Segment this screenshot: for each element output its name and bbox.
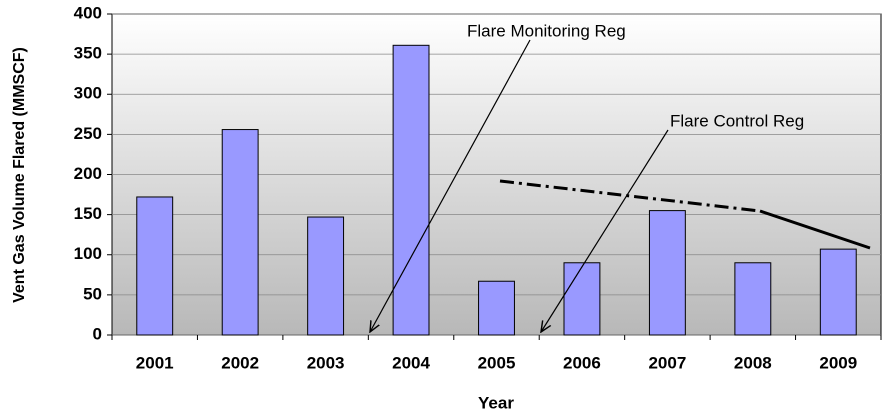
x-tick-label: 2007 [648, 353, 686, 372]
x-tick-label: 2004 [392, 353, 430, 372]
trend-line [499, 179, 761, 213]
annotation-arrow [541, 129, 669, 332]
x-tick-label: 2005 [478, 353, 516, 372]
x-tick-label: 2002 [221, 353, 259, 372]
bar [392, 44, 430, 336]
bar [819, 248, 857, 336]
annotation: Flare Control Reg [670, 111, 804, 130]
x-axis-label: Year [478, 393, 514, 412]
annotation: Flare Monitoring Reg [467, 21, 626, 40]
bar [478, 280, 515, 336]
y-tick-label: 100 [74, 244, 102, 263]
y-tick-label: 50 [83, 284, 102, 303]
y-axis-label: Vent Gas Volume Flared (MMSCF) [11, 47, 28, 303]
x-tick-label: 2006 [563, 353, 601, 372]
y-tick-label: 150 [74, 204, 102, 223]
x-tick-label: 2003 [307, 353, 345, 372]
x-tick-label: 2008 [734, 353, 772, 372]
annotation-arrow [370, 39, 531, 332]
x-tick-label: 2001 [136, 353, 174, 372]
y-tick-label: 350 [74, 44, 102, 63]
y-tick-label: 300 [74, 84, 102, 103]
y-tick-label: 400 [74, 3, 102, 22]
bar [648, 210, 686, 336]
bar [307, 216, 345, 336]
x-tick-label: 2009 [819, 353, 857, 372]
trend-line [759, 209, 871, 250]
y-tick-label: 250 [74, 124, 102, 143]
y-tick-label: 200 [74, 164, 102, 183]
bar [563, 262, 601, 336]
bar [221, 129, 259, 336]
bar [136, 196, 174, 336]
y-tick-label: 0 [93, 324, 102, 343]
bar [734, 262, 772, 336]
